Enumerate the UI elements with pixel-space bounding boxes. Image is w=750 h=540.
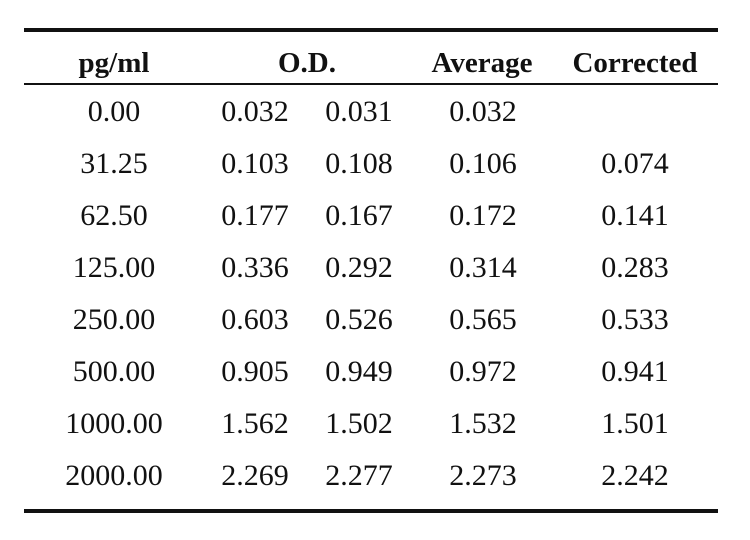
cell-od-1: 0.032 — [221, 95, 289, 128]
table-bottom-rule — [24, 509, 718, 513]
cell-corrected: 0.283 — [601, 251, 669, 284]
cell-concentration: 31.25 — [80, 147, 148, 180]
cell-od-2: 0.167 — [325, 199, 393, 232]
table-row: 500.00 0.905 0.949 0.972 0.941 — [24, 346, 718, 398]
cell-average: 1.532 — [449, 407, 517, 440]
cell-average: 0.106 — [449, 147, 517, 180]
cell-od-1: 1.562 — [221, 407, 289, 440]
cell-average: 0.172 — [449, 199, 517, 232]
table-row: 62.50 0.177 0.167 0.172 0.141 — [24, 190, 718, 242]
cell-concentration: 0.00 — [87, 95, 141, 128]
cell-average: 0.565 — [449, 303, 517, 336]
cell-corrected: 1.501 — [601, 407, 669, 440]
cell-average: 0.032 — [449, 95, 517, 128]
table-body: 0.00 0.032 0.031 0.032 31.25 0.103 0.108… — [24, 85, 718, 509]
cell-average: 0.314 — [449, 251, 517, 284]
cell-corrected: 2.242 — [601, 459, 669, 492]
cell-od-2: 0.108 — [325, 147, 393, 180]
cell-average: 2.273 — [449, 459, 517, 492]
cell-average: 0.972 — [449, 355, 517, 388]
cell-od-1: 2.269 — [221, 459, 289, 492]
table-row: 2000.00 2.269 2.277 2.273 2.242 — [24, 450, 718, 502]
cell-concentration: 125.00 — [72, 251, 156, 284]
cell-od-1: 0.603 — [221, 303, 289, 336]
table-top-rule — [24, 28, 718, 32]
header-average: Average — [431, 47, 533, 79]
cell-od-2: 2.277 — [325, 459, 393, 492]
cell-concentration: 2000.00 — [65, 459, 163, 492]
table-row: 250.00 0.603 0.526 0.565 0.533 — [24, 294, 718, 346]
cell-corrected: 0.141 — [601, 199, 669, 232]
cell-concentration: 500.00 — [72, 355, 156, 388]
table-row: 31.25 0.103 0.108 0.106 0.074 — [24, 138, 718, 190]
cell-corrected: 0.074 — [601, 147, 669, 180]
cell-od-2: 0.949 — [325, 355, 393, 388]
cell-od-1: 0.905 — [221, 355, 289, 388]
cell-concentration: 1000.00 — [65, 407, 163, 440]
header-concentration: pg/ml — [78, 47, 150, 79]
table-row: 0.00 0.032 0.031 0.032 — [24, 86, 718, 138]
cell-od-2: 1.502 — [325, 407, 393, 440]
cell-concentration: 62.50 — [80, 199, 148, 232]
cell-od-2: 0.031 — [325, 95, 393, 128]
cell-od-2: 0.292 — [325, 251, 393, 284]
standard-curve-table: pg/ml O.D. Average Corrected 0.00 0.032 … — [24, 28, 718, 513]
cell-od-1: 0.336 — [221, 251, 289, 284]
header-od: O.D. — [278, 47, 336, 79]
cell-od-1: 0.177 — [221, 199, 289, 232]
table-header-row: pg/ml O.D. Average Corrected — [24, 32, 718, 83]
cell-corrected: 0.533 — [601, 303, 669, 336]
cell-concentration: 250.00 — [72, 303, 156, 336]
cell-od-2: 0.526 — [325, 303, 393, 336]
cell-od-1: 0.103 — [221, 147, 289, 180]
table-row: 125.00 0.336 0.292 0.314 0.283 — [24, 242, 718, 294]
header-corrected: Corrected — [572, 47, 698, 79]
table-header-rule — [24, 83, 718, 85]
table-row: 1000.00 1.562 1.502 1.532 1.501 — [24, 398, 718, 450]
cell-corrected: 0.941 — [601, 355, 669, 388]
